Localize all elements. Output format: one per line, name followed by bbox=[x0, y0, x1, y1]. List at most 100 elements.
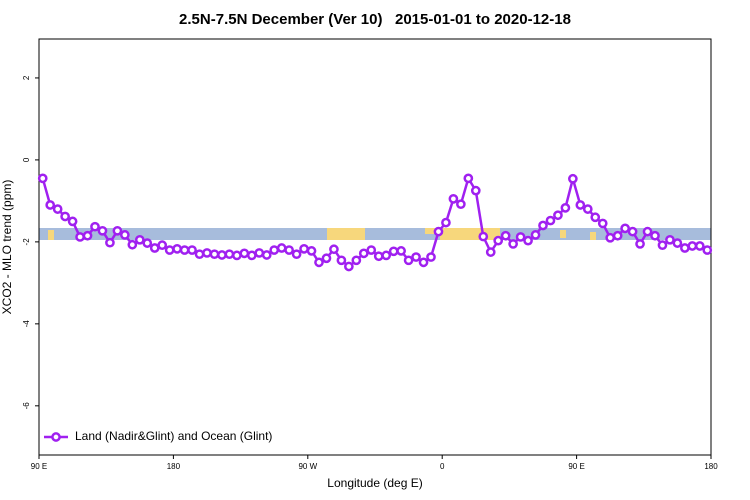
data-point bbox=[426, 252, 436, 262]
legend-marker bbox=[51, 432, 61, 442]
data-point bbox=[187, 245, 197, 255]
data-point bbox=[284, 245, 294, 255]
data-point bbox=[672, 238, 683, 248]
data-point bbox=[642, 226, 653, 237]
y-tick-label: -2 bbox=[22, 238, 31, 246]
chart-title: 2.5N-7.5N December (Ver 10) 2015-01-01 t… bbox=[179, 11, 571, 28]
data-point bbox=[358, 248, 369, 259]
data-point bbox=[650, 230, 660, 241]
data-point bbox=[157, 240, 168, 251]
data-point bbox=[515, 232, 526, 242]
data-point bbox=[67, 216, 78, 227]
data-point bbox=[52, 204, 63, 214]
data-point bbox=[105, 237, 115, 248]
data-point bbox=[702, 245, 713, 255]
data-point bbox=[381, 250, 392, 261]
data-point bbox=[493, 235, 504, 246]
x-tick-label: 90 E bbox=[31, 462, 47, 471]
y-tick-label: -6 bbox=[22, 402, 31, 410]
data-point bbox=[418, 257, 429, 268]
data-point bbox=[97, 225, 108, 236]
data-point bbox=[694, 241, 705, 251]
data-point bbox=[276, 243, 287, 253]
data-point bbox=[665, 234, 675, 245]
data-point bbox=[344, 261, 354, 272]
data-point bbox=[590, 212, 601, 223]
data-point bbox=[545, 215, 556, 226]
data-point bbox=[500, 230, 511, 241]
data-point bbox=[568, 173, 578, 184]
data-point bbox=[60, 211, 70, 222]
data-point bbox=[612, 230, 623, 241]
y-tick-label: 2 bbox=[22, 75, 31, 80]
data-point bbox=[254, 248, 265, 258]
data-point bbox=[411, 252, 421, 262]
data-point bbox=[657, 240, 668, 251]
data-point bbox=[314, 257, 324, 268]
data-point bbox=[441, 217, 451, 228]
data-point bbox=[627, 226, 638, 237]
data-point bbox=[433, 226, 444, 237]
data-point bbox=[620, 223, 630, 234]
x-tick-label: 180 bbox=[167, 462, 181, 471]
data-point bbox=[508, 239, 518, 249]
data-point bbox=[82, 230, 93, 241]
data-point bbox=[336, 255, 347, 266]
data-point bbox=[388, 246, 399, 257]
data-point bbox=[530, 230, 541, 240]
data-point bbox=[456, 199, 466, 210]
data-point bbox=[224, 249, 235, 260]
data-point bbox=[232, 250, 242, 261]
data-point bbox=[172, 243, 182, 254]
data-point bbox=[597, 218, 608, 229]
data-point bbox=[209, 249, 220, 260]
x-tick-label: 90 E bbox=[568, 462, 584, 471]
y-tick-label: -4 bbox=[22, 320, 31, 328]
data-point bbox=[463, 173, 474, 184]
data-point bbox=[605, 232, 616, 243]
data-point bbox=[127, 239, 138, 250]
data-point bbox=[202, 248, 212, 258]
data-point bbox=[396, 246, 406, 256]
data-point bbox=[164, 245, 175, 255]
data-point bbox=[261, 250, 272, 260]
data-point bbox=[149, 243, 160, 253]
data-point bbox=[321, 253, 332, 264]
x-axis-label: Longitude (deg E) bbox=[327, 476, 422, 490]
data-point bbox=[485, 247, 496, 257]
data-point bbox=[560, 203, 571, 213]
data-point bbox=[553, 210, 563, 221]
data-point bbox=[90, 221, 100, 232]
data-point bbox=[112, 225, 123, 236]
data-point bbox=[217, 250, 227, 260]
data-point bbox=[75, 232, 85, 242]
x-tick-label: 180 bbox=[704, 462, 718, 471]
data-point bbox=[329, 244, 339, 255]
data-point bbox=[680, 243, 690, 253]
data-point bbox=[635, 239, 645, 249]
legend-label: Land (Nadir&Glint) and Ocean (Glint) bbox=[75, 429, 272, 443]
data-point bbox=[269, 245, 280, 255]
data-point bbox=[306, 246, 317, 256]
data-point bbox=[134, 234, 145, 245]
data-point bbox=[575, 200, 586, 210]
y-axis-label: XCO2 - MLO trend (ppm) bbox=[0, 180, 14, 315]
data-point bbox=[448, 193, 459, 204]
data-point bbox=[687, 241, 698, 251]
data-point bbox=[291, 249, 302, 260]
data-point bbox=[246, 250, 257, 261]
data-point bbox=[373, 251, 384, 262]
data-point bbox=[538, 220, 548, 231]
data-point bbox=[179, 245, 190, 255]
data-point bbox=[194, 249, 205, 260]
x-tick-label: 90 W bbox=[298, 462, 317, 471]
x-tick-label: 0 bbox=[440, 462, 445, 471]
data-point bbox=[470, 185, 481, 196]
data-point bbox=[142, 238, 153, 248]
data-point bbox=[351, 255, 362, 266]
data-point bbox=[366, 245, 377, 255]
data-point bbox=[299, 243, 309, 254]
data-point bbox=[239, 248, 250, 259]
